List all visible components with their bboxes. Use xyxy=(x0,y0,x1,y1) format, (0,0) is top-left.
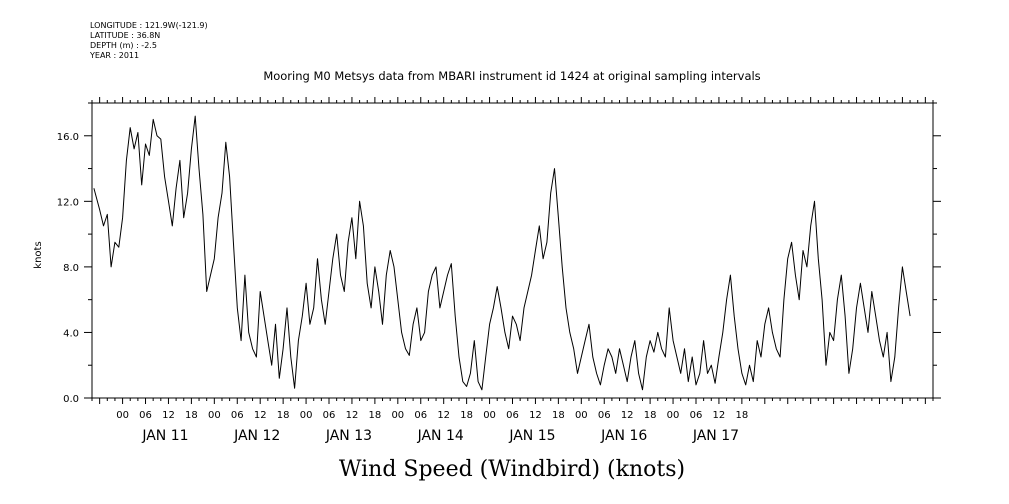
wind-speed-line xyxy=(93,115,911,391)
hour-tick-label: 06 xyxy=(598,410,611,421)
hour-tick-label: 06 xyxy=(506,410,519,421)
hour-tick-label: 00 xyxy=(391,410,404,421)
hour-tick-label: 06 xyxy=(139,410,152,421)
hour-tick-label: 06 xyxy=(231,410,244,421)
hour-tick-label: 18 xyxy=(185,410,198,421)
hour-tick-label: 00 xyxy=(667,410,680,421)
hour-tick-label: 06 xyxy=(414,410,427,421)
hour-tick-label: 12 xyxy=(713,410,726,421)
hour-tick-label: 18 xyxy=(277,410,290,421)
meta-depth: DEPTH (m) : -2.5 xyxy=(90,41,157,50)
hour-tick-label: 12 xyxy=(437,410,450,421)
axis-ticks xyxy=(84,97,941,404)
hour-tick-label: 00 xyxy=(116,410,129,421)
hour-tick-label: 00 xyxy=(483,410,496,421)
y-axis-label: knots xyxy=(33,241,44,268)
y-tick-labels: 0.0 4.0 8.0 12.0 16.0 xyxy=(57,132,79,405)
hour-tick-label: 18 xyxy=(644,410,657,421)
meta-latitude: LATITUDE : 36.8N xyxy=(90,31,161,40)
hour-tick-label: 18 xyxy=(735,410,748,421)
meta-year: YEAR : 2011 xyxy=(90,51,140,60)
meta-longitude: LONGITUDE : 121.9W(-121.9) xyxy=(90,21,208,30)
date-label: JAN 14 xyxy=(417,428,464,444)
hour-tick-label: 12 xyxy=(254,410,267,421)
date-label: JAN 17 xyxy=(692,428,739,444)
hour-tick-label: 12 xyxy=(529,410,542,421)
y-tick-label: 16.0 xyxy=(57,132,79,143)
hour-tick-label: 12 xyxy=(162,410,175,421)
hour-tick-label: 00 xyxy=(575,410,588,421)
x-axis-label: Wind Speed (Windbird) (knots) xyxy=(339,457,685,482)
hour-tick-label: 18 xyxy=(552,410,565,421)
y-tick-label: 4.0 xyxy=(63,328,79,339)
hour-tick-label: 18 xyxy=(460,410,473,421)
date-label: JAN 15 xyxy=(508,428,555,444)
plot-frame xyxy=(91,102,934,399)
y-tick-label: 12.0 xyxy=(57,197,79,208)
hour-tick-label: 06 xyxy=(690,410,703,421)
hour-tick-label: 12 xyxy=(621,410,634,421)
date-label: JAN 13 xyxy=(325,428,372,444)
hour-tick-label: 12 xyxy=(346,410,359,421)
date-label: JAN 11 xyxy=(141,428,188,444)
date-labels: JAN 11 JAN 12 JAN 13 JAN 14 JAN 15 JAN 16 JAN … xyxy=(141,428,739,444)
chart-title: Mooring M0 Metsys data from MBARI instru… xyxy=(263,69,760,83)
hour-tick-label: 18 xyxy=(369,410,382,421)
hour-tick-labels: 00 06 12 18 00 06 12 18 00 06 12 18 00 06 12 18 00 06 12 18… xyxy=(116,410,748,421)
y-tick-label: 0.0 xyxy=(63,394,79,405)
y-tick-label: 8.0 xyxy=(63,263,79,274)
hour-tick-label: 00 xyxy=(208,410,221,421)
hour-tick-label: 06 xyxy=(323,410,336,421)
hour-tick-label: 00 xyxy=(300,410,313,421)
date-label: JAN 12 xyxy=(233,428,280,444)
date-label: JAN 16 xyxy=(600,428,647,444)
metadata-block: LONGITUDE : 121.9W(-121.9) LATITUDE : 36… xyxy=(90,21,208,61)
